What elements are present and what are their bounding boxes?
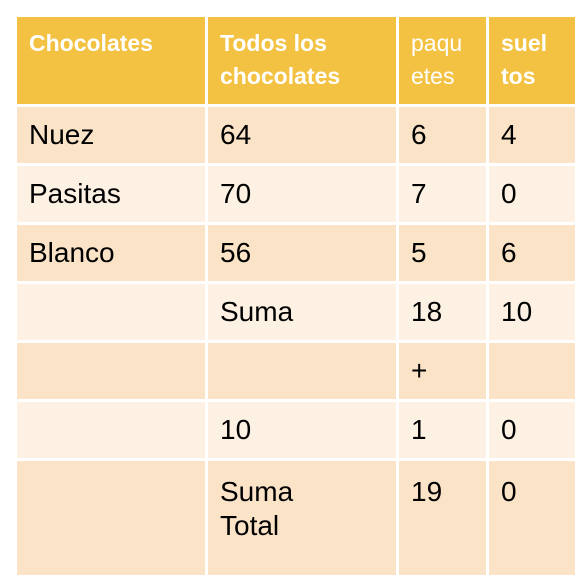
row-sueltos: 0 [486, 163, 578, 225]
plus-sign: + [396, 340, 489, 402]
row-paquetes: 7 [396, 163, 489, 225]
header-chocolates: Chocolates [14, 14, 208, 107]
table-row: Nuez 64 6 4 [14, 104, 578, 166]
empty-cell [205, 340, 399, 402]
row-sueltos: 4 [486, 104, 578, 166]
suma-paquetes: 18 [396, 281, 489, 343]
row-name: Blanco [14, 222, 208, 284]
carry-paquetes: 1 [396, 399, 489, 461]
plus-row: + [14, 340, 578, 402]
carry-row: 10 1 0 [14, 399, 578, 461]
empty-cell [486, 340, 578, 402]
row-sueltos: 6 [486, 222, 578, 284]
row-paquetes: 5 [396, 222, 489, 284]
table-row: Pasitas 70 7 0 [14, 163, 578, 225]
suma-row: Suma 18 10 [14, 281, 578, 343]
header-paquetes: paqu etes [396, 14, 489, 107]
row-total: 56 [205, 222, 399, 284]
suma-total-label: Suma Total [205, 458, 399, 578]
suma-total-sueltos: 0 [486, 458, 578, 578]
header-row: Chocolates Todos los chocolates paqu etes… [14, 14, 578, 107]
chocolates-table: Chocolates Todos los chocolates paqu etes… [14, 14, 578, 578]
header-sueltos: suel tos [486, 14, 578, 107]
header-todos-los-chocolates: Todos los chocolates [205, 14, 399, 107]
empty-cell [14, 340, 208, 402]
table-row: Blanco 56 5 6 [14, 222, 578, 284]
suma-total-row: Suma Total 19 0 [14, 458, 578, 578]
suma-total-paquetes: 19 [396, 458, 489, 578]
row-total: 64 [205, 104, 399, 166]
row-paquetes: 6 [396, 104, 489, 166]
empty-cell [14, 458, 208, 578]
row-name: Pasitas [14, 163, 208, 225]
row-total: 70 [205, 163, 399, 225]
carry-sueltos: 0 [486, 399, 578, 461]
empty-cell [14, 399, 208, 461]
suma-label: Suma [205, 281, 399, 343]
empty-cell [14, 281, 208, 343]
suma-sueltos: 10 [486, 281, 578, 343]
carry-total: 10 [205, 399, 399, 461]
row-name: Nuez [14, 104, 208, 166]
